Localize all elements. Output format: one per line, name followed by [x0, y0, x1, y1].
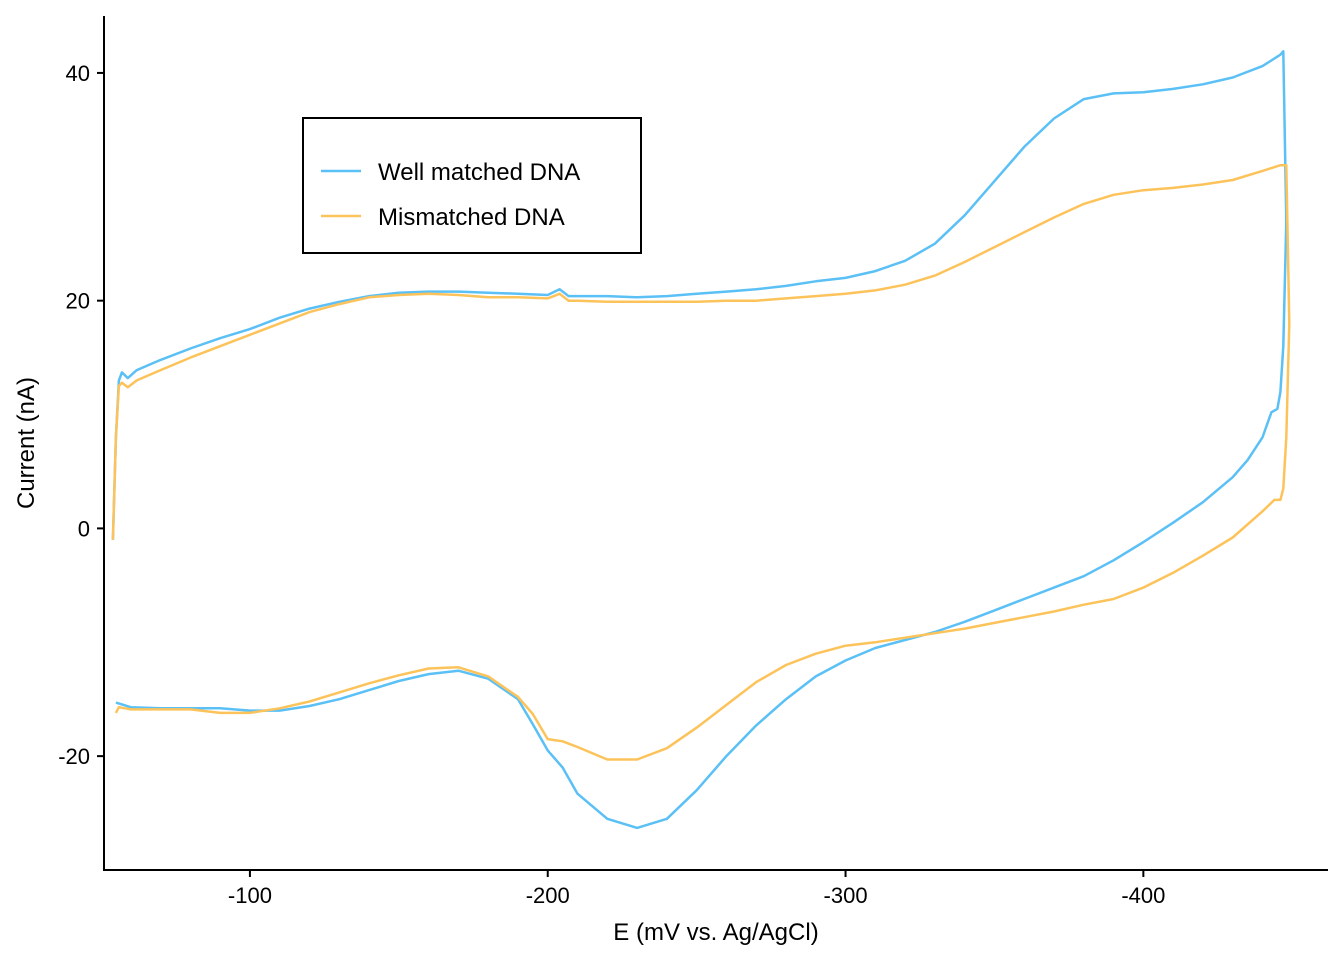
x-tick-label: -200 [526, 883, 570, 908]
y-tick-label: 20 [66, 289, 90, 314]
legend-box [302, 117, 642, 254]
series-line-well-matched-dna [111, 50, 1288, 830]
y-tick-label: 40 [66, 61, 90, 86]
y-axis-title: Current (nA) [13, 377, 40, 509]
legend: Well matched DNA Mismatched DNA [302, 117, 642, 254]
y-ticks: -20 0 20 40 [58, 61, 104, 769]
legend-label-mismatched: Mismatched DNA [378, 204, 565, 231]
y-tick-label: -20 [58, 744, 90, 769]
y-tick-label: 0 [78, 516, 90, 541]
x-tick-label: -400 [1121, 883, 1165, 908]
x-axis-title: E (mV vs. Ag/AgCl) [613, 919, 818, 946]
legend-label-well-matched: Well matched DNA [378, 159, 580, 186]
x-ticks: -100 -200 -300 -400 [228, 870, 1165, 908]
series-layer [111, 50, 1291, 830]
x-tick-label: -100 [228, 883, 272, 908]
x-tick-label: -300 [824, 883, 868, 908]
series-line-mismatched-dna [111, 163, 1291, 761]
